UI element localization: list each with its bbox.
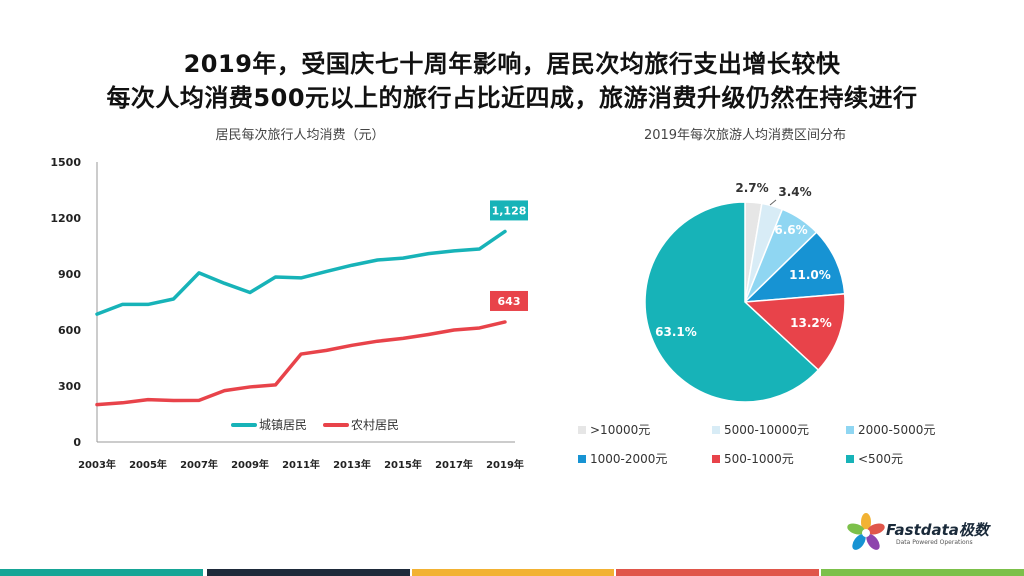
y-tick-label: 1500 bbox=[50, 156, 81, 169]
y-tick-label: 600 bbox=[58, 324, 81, 337]
y-tick-label: 300 bbox=[58, 380, 81, 393]
pie-pct-label-5: 63.1% bbox=[655, 325, 697, 339]
pie-legend-swatch-5 bbox=[846, 455, 854, 463]
x-tick-label: 2011年 bbox=[282, 458, 320, 471]
end-label-0: 1,128 bbox=[492, 204, 527, 217]
line-chart-title: 居民每次旅行人均消费（元） bbox=[215, 128, 385, 143]
x-tick-label: 2007年 bbox=[180, 458, 218, 471]
bottom-bar-2 bbox=[411, 569, 615, 576]
pie-legend-swatch-1 bbox=[712, 426, 720, 434]
y-tick-label: 900 bbox=[58, 268, 81, 281]
logo-tagline: Data Powered Operations bbox=[896, 539, 973, 546]
pie-legend-swatch-4 bbox=[712, 455, 720, 463]
x-tick-label: 2009年 bbox=[231, 458, 269, 471]
x-tick-label: 2005年 bbox=[129, 458, 167, 471]
end-label-box-0 bbox=[490, 200, 528, 221]
end-label-1: 643 bbox=[498, 295, 521, 308]
pie-slice-5 bbox=[644, 201, 820, 403]
pie-legend-swatch-2 bbox=[846, 426, 854, 434]
pie-legend-swatch-0 bbox=[578, 426, 586, 434]
pie-chart-title: 2019年每次旅游人均消费区间分布 bbox=[643, 128, 847, 143]
pie-legend-label-3: 1000-2000元 bbox=[590, 452, 667, 466]
pie-pct-label-3: 11.0% bbox=[789, 268, 831, 282]
bottom-bar-1 bbox=[206, 569, 410, 576]
pie-slice-3 bbox=[742, 231, 846, 303]
pie-legend-label-0: >10000元 bbox=[590, 423, 650, 437]
y-tick-label: 0 bbox=[73, 436, 81, 449]
legend-label-0: 城镇居民 bbox=[259, 418, 307, 432]
x-tick-label: 2015年 bbox=[384, 458, 422, 471]
bottom-bar-4 bbox=[821, 569, 1024, 576]
series-line-1 bbox=[95, 320, 507, 407]
y-tick-label: 1200 bbox=[50, 212, 81, 225]
main-title-line-2: 每次人均消费500元以上的旅行占比近四成，旅游消费升级仍然在持续进行 bbox=[106, 84, 918, 112]
pie-legend-label-2: 2000-5000元 bbox=[858, 423, 935, 437]
x-tick-label: 2017年 bbox=[435, 458, 473, 471]
x-tick-label: 2019年 bbox=[486, 458, 524, 471]
pie-legend-label-5: <500元 bbox=[858, 452, 903, 466]
bottom-bar-3 bbox=[616, 569, 820, 576]
pie-pct-label-1: 3.4% bbox=[778, 185, 811, 199]
x-tick-label: 2003年 bbox=[78, 458, 116, 471]
pie-pct-label-4: 13.2% bbox=[790, 316, 832, 330]
bottom-bar-0 bbox=[0, 569, 203, 576]
main-title-line-1: 2019年，受国庆七十周年影响，居民次均旅行支出增长较快 bbox=[183, 50, 841, 78]
end-label-box-1 bbox=[490, 290, 528, 311]
pie-slice-4 bbox=[743, 293, 846, 372]
legend-label-1: 农村居民 bbox=[351, 418, 399, 432]
pie-legend-label-4: 500-1000元 bbox=[724, 452, 794, 466]
pie-pct-label-0: 2.7% bbox=[735, 181, 768, 195]
logo-name: Fastdata极数 bbox=[886, 521, 989, 539]
pie-legend-label-1: 5000-10000元 bbox=[724, 423, 809, 437]
pie-legend-swatch-3 bbox=[578, 455, 586, 463]
pie-pct-label-2: 6.6% bbox=[774, 223, 807, 237]
pie-leader-line bbox=[769, 199, 777, 206]
series-line-0 bbox=[95, 229, 507, 316]
x-tick-label: 2013年 bbox=[333, 458, 371, 471]
